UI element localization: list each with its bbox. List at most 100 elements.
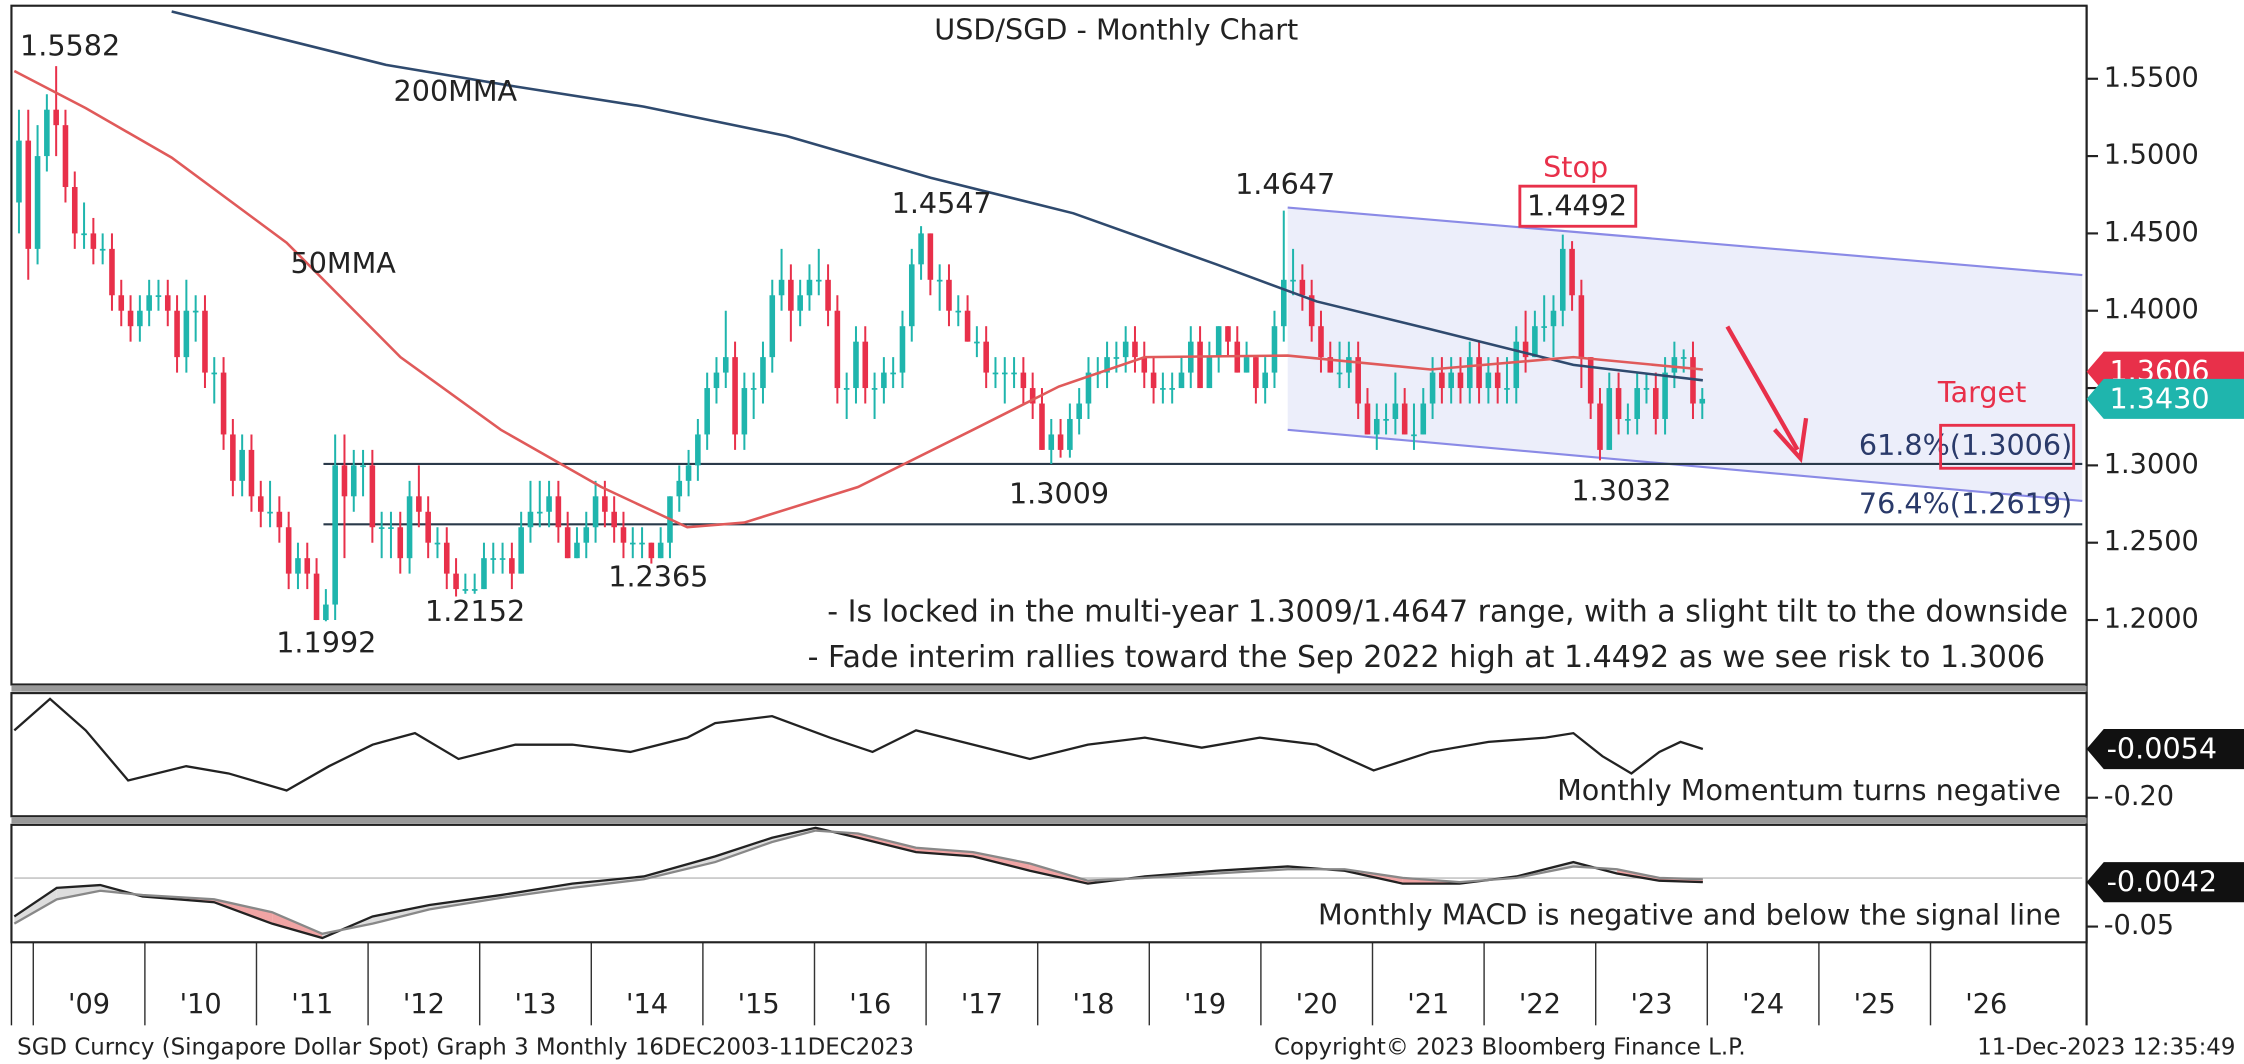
candle-body bbox=[1364, 403, 1371, 435]
y-tick-label: 1.2000 bbox=[2104, 604, 2199, 635]
macd-fill bbox=[14, 887, 57, 924]
x-tick-label: '10 bbox=[180, 989, 222, 1020]
x-tick-label: '11 bbox=[291, 989, 333, 1020]
macd-frame bbox=[10, 823, 2088, 944]
candle-body bbox=[1113, 357, 1120, 359]
candle-body bbox=[248, 449, 255, 497]
candle-body bbox=[639, 542, 645, 545]
x-tick-label: '26 bbox=[1965, 989, 2007, 1020]
candle-body bbox=[862, 341, 869, 389]
candle-body bbox=[192, 310, 199, 313]
candle-body bbox=[555, 496, 562, 528]
candle-body bbox=[536, 511, 543, 514]
annotation: 1.1992 bbox=[276, 625, 376, 659]
price-tag-label: 1.3430 bbox=[2109, 381, 2209, 415]
value-tag-label: -0.0054 bbox=[2107, 731, 2217, 765]
candle-body bbox=[583, 527, 590, 543]
candle-body bbox=[1290, 279, 1296, 282]
candle-body bbox=[1550, 310, 1557, 327]
x-tick-label: '23 bbox=[1630, 989, 1672, 1020]
candle-body bbox=[25, 140, 32, 249]
annotation-box bbox=[1518, 184, 1638, 228]
candle-body bbox=[127, 310, 134, 327]
chart-title: USD/SGD - Monthly Chart bbox=[934, 12, 1298, 46]
candle-body bbox=[304, 558, 311, 574]
candle-body bbox=[53, 109, 59, 126]
candle-body bbox=[825, 279, 831, 311]
candle-body bbox=[1104, 357, 1110, 373]
candle-body bbox=[685, 465, 692, 481]
series-label: 200MMA bbox=[394, 74, 518, 108]
annotation: 1.2152 bbox=[425, 594, 525, 628]
candle-body bbox=[369, 465, 376, 528]
x-tick-label: '19 bbox=[1184, 989, 1226, 1020]
candle-body bbox=[806, 279, 813, 296]
footer-right: 11-Dec-2023 12:35:49 bbox=[1977, 1035, 2235, 1061]
candle-body bbox=[1504, 388, 1510, 390]
candle-body bbox=[602, 496, 608, 512]
candle-body bbox=[611, 511, 617, 528]
candle-body bbox=[257, 496, 264, 512]
candle-body bbox=[890, 372, 896, 375]
candle-body bbox=[443, 542, 450, 574]
price-tag bbox=[2086, 378, 2244, 419]
candle-body bbox=[1178, 372, 1185, 389]
candle-body bbox=[378, 527, 385, 529]
indicator-line bbox=[13, 826, 1703, 940]
candle-body bbox=[927, 233, 934, 280]
channel-area bbox=[1287, 207, 2083, 501]
annotation-layer: USD/SGD - Monthly Chart 1.5582 200MMA 50… bbox=[10, 4, 2244, 1061]
candle-body bbox=[974, 341, 980, 344]
candle-body bbox=[899, 326, 906, 373]
candle-body bbox=[350, 465, 357, 497]
candle-body bbox=[853, 341, 859, 389]
candle-body bbox=[741, 388, 748, 435]
candle-body bbox=[1346, 357, 1352, 373]
candle-body bbox=[1587, 357, 1594, 404]
candle-body bbox=[397, 527, 404, 559]
candle-body bbox=[722, 357, 729, 373]
y-tick-label: 1.2500 bbox=[2104, 526, 2199, 557]
candle-body bbox=[341, 465, 348, 497]
candle-body bbox=[1513, 341, 1520, 389]
candle-body bbox=[99, 248, 106, 251]
candle-body bbox=[1541, 326, 1547, 328]
candle-body bbox=[704, 388, 710, 435]
ma-line bbox=[13, 69, 1703, 529]
x-tick-label: '13 bbox=[514, 989, 556, 1020]
candle-body bbox=[1597, 403, 1603, 450]
candle-body bbox=[490, 558, 497, 560]
annotation: 1.5582 bbox=[20, 28, 120, 62]
candle-body bbox=[964, 310, 971, 342]
ma-line bbox=[171, 10, 1703, 382]
x-tick-label: '18 bbox=[1072, 989, 1114, 1020]
candle-body bbox=[1160, 388, 1166, 390]
candle-body bbox=[1401, 403, 1408, 435]
candle-body bbox=[239, 449, 245, 481]
x-tick-label: '21 bbox=[1407, 989, 1449, 1020]
annotation: Target bbox=[1937, 375, 2027, 409]
candle-body bbox=[657, 542, 664, 559]
candle-body bbox=[71, 187, 78, 234]
candle-body bbox=[220, 372, 227, 435]
candle-body bbox=[1643, 388, 1650, 390]
y-tick-label: 1.4000 bbox=[2104, 294, 2199, 325]
value-tag bbox=[2086, 728, 2244, 770]
candle-body bbox=[1299, 279, 1306, 296]
candle-body bbox=[750, 388, 757, 390]
value-tag bbox=[2086, 862, 2244, 903]
candle-body bbox=[1429, 372, 1436, 404]
candle-body bbox=[62, 125, 69, 188]
candle-body bbox=[1029, 388, 1036, 404]
candle-body bbox=[1625, 418, 1631, 421]
candle-body bbox=[1067, 418, 1073, 450]
candle-body bbox=[1383, 418, 1389, 421]
candle-body bbox=[1020, 372, 1027, 389]
y-tick-label: 1.5000 bbox=[2104, 140, 2199, 171]
candle-body bbox=[1411, 434, 1417, 437]
panel-divider bbox=[11, 817, 2087, 824]
candle-body bbox=[592, 496, 599, 528]
candle-body bbox=[276, 511, 283, 528]
footer-left: SGD Curncy (Singapore Dollar Spot) Graph… bbox=[17, 1035, 914, 1061]
x-tick-label: '20 bbox=[1296, 989, 1338, 1020]
